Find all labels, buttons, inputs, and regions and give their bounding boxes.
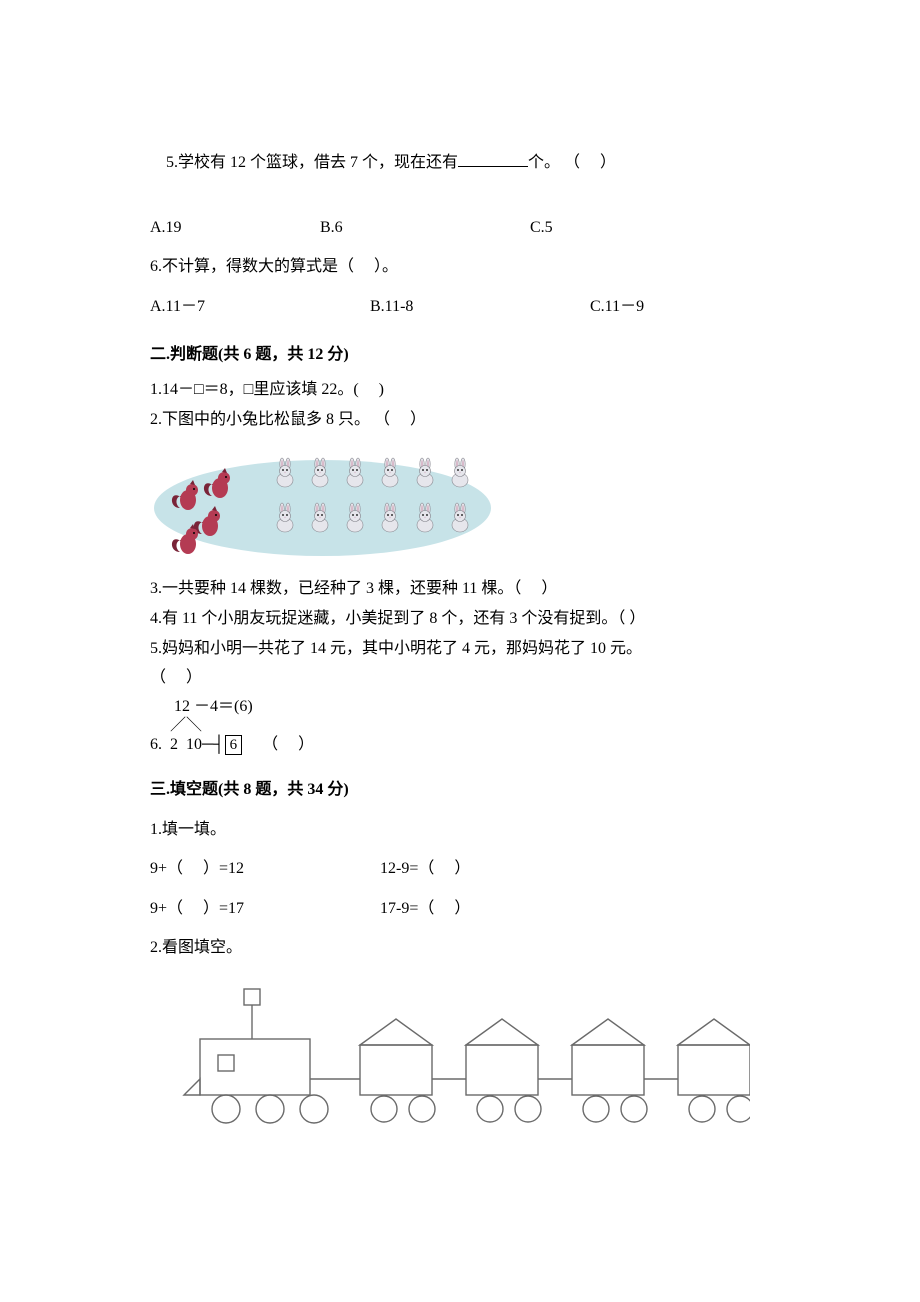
s2-q6-right: 10 [186, 736, 202, 753]
s3-q1: 1.填一填。 [150, 817, 780, 843]
s2-q6-bottom-row: 6. 2 10─┤6 （ ） [150, 735, 780, 755]
q5-option-a: A.19 [150, 215, 320, 241]
section-3-header: 三.填空题(共 8 题，共 34 分) [150, 777, 780, 803]
s3-q1-r2b: 17-9=（ ） [380, 896, 470, 922]
q6-option-a: A.11－7 [150, 294, 370, 320]
worksheet-page: 5.学校有 12 个篮球，借去 7 个，现在还有 个。 （ ） A.19 B.6 … [0, 0, 920, 1208]
question-6: 6.不计算，得数大的算式是（ ）。 [150, 254, 780, 280]
s2-q1: 1.14－□＝8，□里应该填 22。( ) [150, 377, 780, 403]
s3-q1-row1: 9+（ ）=12 12-9=（ ） [150, 856, 780, 882]
s2-q4: 4.有 11 个小朋友玩捉迷藏，小美捉到了 8 个，还有 3 个没有捉到。（ ） [150, 606, 780, 632]
s2-q6-tail: （ ） [262, 736, 314, 753]
s3-q1-r1b: 12-9=（ ） [380, 856, 470, 882]
train-illustration [150, 979, 750, 1139]
q5-option-c: C.5 [530, 215, 553, 241]
s3-q1-row2: 9+（ ）=17 17-9=（ ） [150, 896, 780, 922]
s2-q6-left: 2 [170, 736, 178, 753]
s3-q1-r2a: 9+（ ）=17 [150, 896, 380, 922]
s2-q2: 2.下图中的小兔比松鼠多 8 只。 （ ） [150, 407, 780, 433]
question-5: 5.学校有 12 个篮球，借去 7 个，现在还有 个。 （ ） [150, 124, 780, 201]
q5-options: A.19 B.6 C.5 [150, 215, 780, 241]
s2-q6-box: 6 [225, 735, 243, 755]
q5-text-before: 5.学校有 12 个篮球，借去 7 个，现在还有 [166, 154, 458, 171]
s2-q6: 12 －4＝(6) ／＼ 6. 2 10─┤6 （ ） [150, 697, 780, 755]
s2-q6-prefix: 6. [150, 736, 162, 753]
q5-option-b: B.6 [320, 215, 530, 241]
s2-q6-expr: 12 －4＝(6) [174, 698, 253, 715]
s2-q6-branches: ／＼ [150, 716, 780, 735]
s2-q6-expr-row: 12 －4＝(6) [150, 697, 780, 716]
q6-options: A.11－7 B.11-8 C.11－9 [150, 294, 780, 320]
section-2-header: 二.判断题(共 6 题，共 12 分) [150, 342, 780, 368]
train-figure [150, 979, 780, 1148]
s2-q5-paren: （ ） [150, 665, 780, 691]
animals-illustration [150, 442, 495, 562]
q6-option-b: B.11-8 [370, 294, 590, 320]
q6-option-c: C.11－9 [590, 294, 644, 320]
s3-q2: 2.看图填空。 [150, 935, 780, 961]
q5-blank [458, 150, 528, 167]
animals-figure [150, 442, 780, 562]
q5-text-after: 个。 （ ） [528, 154, 616, 171]
s2-q3: 3.一共要种 14 棵数，已经种了 3 棵，还要种 11 棵。（ ） [150, 576, 780, 602]
s3-q1-r1a: 9+（ ）=12 [150, 856, 380, 882]
s2-q5: 5.妈妈和小明一共花了 14 元，其中小明花了 4 元，那妈妈花了 10 元。 [150, 636, 780, 662]
